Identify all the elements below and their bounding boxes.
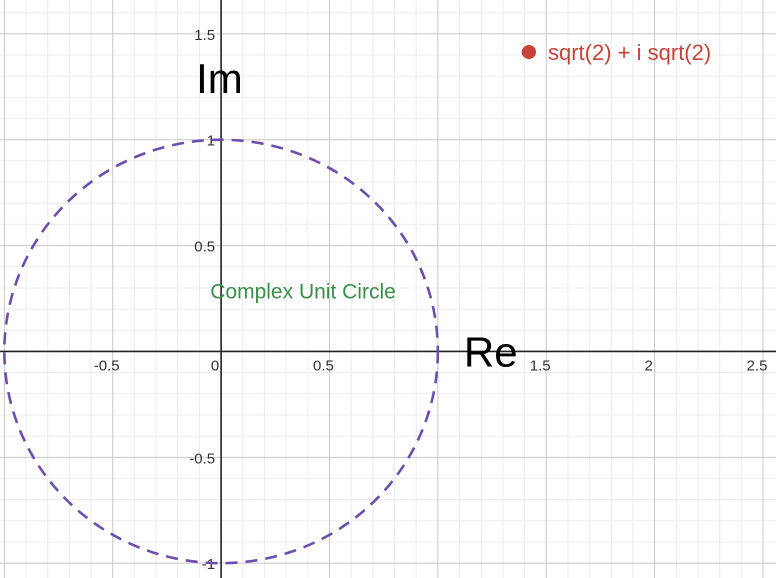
x-tick-label: -0.5: [94, 357, 120, 374]
tick-labels: - -0.5 0 0.5 1.5 2 2.5 1.5 1 0.5 -0.5 -1: [0, 27, 767, 573]
x-tick-label: -: [0, 357, 1, 374]
unit-circle-label: Complex Unit Circle: [210, 281, 396, 304]
x-tick-label: 1.5: [530, 357, 551, 374]
unit-circle: [3, 138, 440, 565]
y-tick-label: -0.5: [189, 450, 215, 467]
y-tick-label: 1.5: [194, 27, 215, 44]
legend-marker: [522, 45, 536, 59]
y-tick-label: -1: [202, 556, 215, 573]
legend-entry: sqrt(2) + i sqrt(2): [548, 40, 711, 65]
x-tick-label: 0: [211, 357, 219, 374]
x-tick-label: 0.5: [313, 357, 334, 374]
unit-circle-layer: [3, 138, 440, 565]
legend: sqrt(2) + i sqrt(2): [522, 40, 711, 65]
y-axis-label: Im: [196, 55, 243, 102]
y-tick-label: 1: [207, 133, 215, 150]
x-tick-label: 2: [644, 357, 652, 374]
x-tick-label: 2.5: [747, 357, 768, 374]
y-tick-label: 0.5: [194, 239, 215, 256]
x-axis-label: Re: [464, 328, 518, 375]
